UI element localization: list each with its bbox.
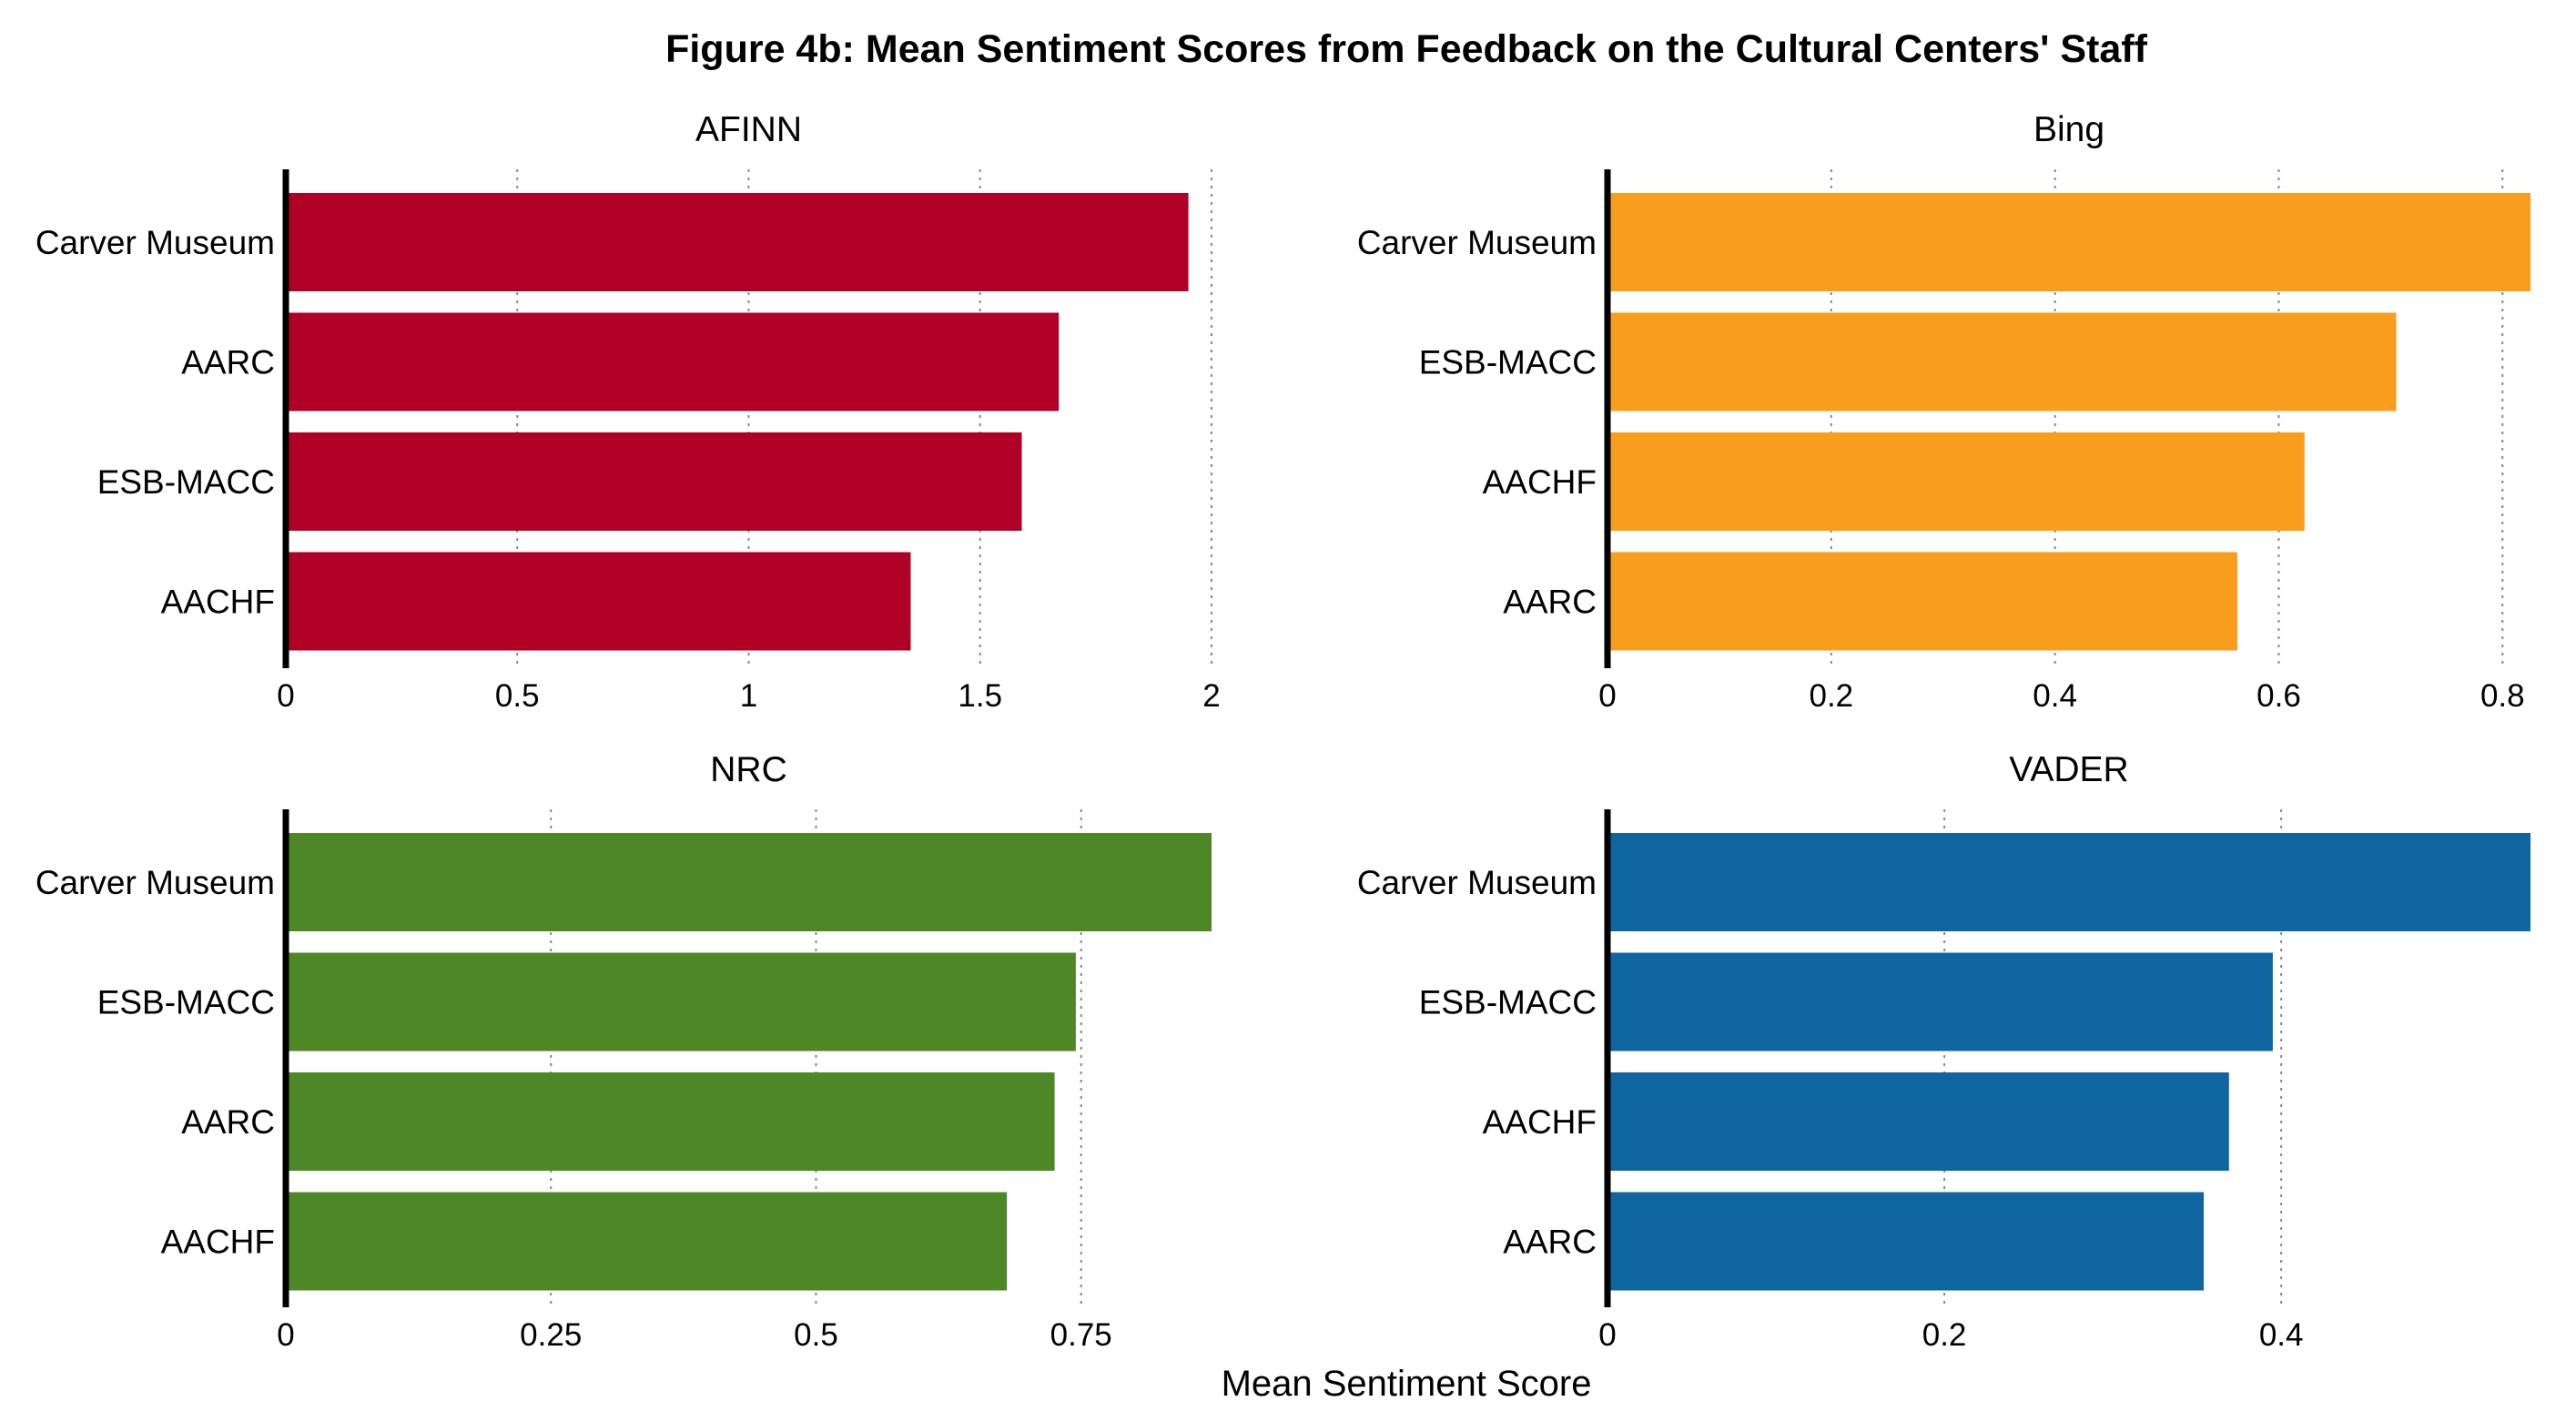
- x-tick-label: 0.25: [520, 1317, 582, 1353]
- x-tick-label: 0: [1598, 1317, 1616, 1353]
- category-label: AARC: [1503, 584, 1597, 621]
- panel-title: NRC: [710, 750, 787, 789]
- category-label: AACHF: [161, 1224, 275, 1261]
- bar-esb-macc: [1607, 312, 2397, 411]
- bar-aachf: [1607, 1072, 2229, 1171]
- x-tick-label: 1: [740, 678, 757, 714]
- x-tick-label: 0.5: [794, 1317, 838, 1353]
- x-tick-label: 0.6: [2257, 678, 2301, 714]
- category-label: Carver Museum: [35, 224, 275, 261]
- panel-title: AFINN: [695, 110, 802, 149]
- bar-carver-museum: [286, 193, 1189, 291]
- x-tick-label: 0.4: [2259, 1317, 2304, 1353]
- x-tick-label: 0.75: [1050, 1317, 1112, 1353]
- x-tick-label: 0.2: [1922, 1317, 1967, 1353]
- bar-aachf: [286, 1192, 1008, 1291]
- category-label: ESB-MACC: [1419, 984, 1597, 1021]
- bar-aachf: [1607, 432, 2305, 531]
- x-tick-label: 0.4: [2033, 678, 2077, 714]
- panel-afinn: AFINN Carver Museum AARC ESB-MACC AACHF 0 0.5 1…: [35, 110, 1221, 714]
- bar-aarc: [286, 1072, 1055, 1171]
- category-label: AARC: [181, 344, 275, 381]
- panel-vader: VADER Carver Museum ESB-MACC AACHF AARC 0 0.2 0…: [1357, 750, 2530, 1353]
- x-tick-label: 0: [277, 678, 294, 714]
- x-tick-label: 0.8: [2480, 678, 2525, 714]
- panel-bing: Bing Carver Museum ESB-MACC AACHF AARC 0 0.2 0.…: [1357, 110, 2530, 714]
- bar-esb-macc: [286, 432, 1022, 531]
- panel-title: Bing: [2033, 110, 2104, 149]
- bar-esb-macc: [286, 952, 1076, 1051]
- x-axis-label: Mean Sentiment Score: [1222, 1364, 1592, 1404]
- category-label: AACHF: [161, 584, 275, 621]
- category-label: AARC: [181, 1103, 275, 1141]
- bar-esb-macc: [1607, 952, 2273, 1051]
- category-label: AACHF: [1483, 1103, 1597, 1141]
- x-tick-label: 0.2: [1809, 678, 1853, 714]
- bar-carver-museum: [1607, 193, 2530, 291]
- bar-aarc: [1607, 1192, 2205, 1291]
- category-label: Carver Museum: [35, 864, 275, 901]
- bar-aarc: [1607, 552, 2237, 651]
- category-label: Carver Museum: [1357, 864, 1597, 901]
- bar-carver-museum: [286, 833, 1212, 931]
- x-tick-label: 0.5: [495, 678, 540, 714]
- x-tick-label: 1.5: [958, 678, 1002, 714]
- bar-aachf: [286, 552, 911, 651]
- category-label: ESB-MACC: [97, 463, 275, 501]
- category-label: AACHF: [1483, 463, 1597, 501]
- figure-title: Figure 4b: Mean Sentiment Scores from Fe…: [665, 27, 2147, 71]
- bar-aarc: [286, 312, 1060, 411]
- category-label: ESB-MACC: [97, 984, 275, 1021]
- category-label: ESB-MACC: [1419, 344, 1597, 381]
- x-tick-label: 0: [277, 1317, 294, 1353]
- bar-carver-museum: [1607, 833, 2530, 931]
- category-label: Carver Museum: [1357, 224, 1597, 261]
- x-tick-label: 0: [1598, 678, 1616, 714]
- category-label: AARC: [1503, 1224, 1597, 1261]
- x-tick-label: 2: [1202, 678, 1220, 714]
- panels: AFINN Carver Museum AARC ESB-MACC AACHF 0 0.5 1…: [35, 110, 2530, 1353]
- panel-nrc: NRC Carver Museum ESB-MACC AARC AACHF 0 0.25 0.…: [35, 750, 1212, 1353]
- panel-title: VADER: [2009, 750, 2128, 789]
